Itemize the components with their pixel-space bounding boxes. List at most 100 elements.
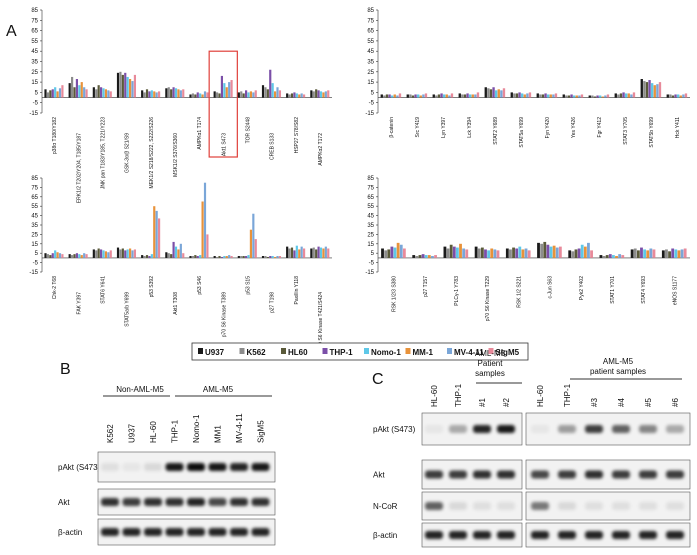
row-label: β-actin	[373, 531, 397, 540]
bar	[97, 248, 100, 258]
bar	[458, 93, 461, 98]
bar	[437, 94, 441, 98]
blot-band	[449, 425, 467, 433]
blot-band	[558, 425, 576, 433]
group-label: AML-M5	[203, 385, 234, 394]
bar	[476, 92, 480, 98]
bar	[449, 244, 453, 258]
row-label: pAkt (S473)	[373, 425, 416, 434]
lane-label: HL-60	[149, 421, 158, 443]
bar	[523, 94, 526, 98]
bar	[541, 94, 545, 98]
bar	[419, 95, 422, 98]
bar	[252, 213, 255, 258]
bar	[443, 94, 446, 98]
bar	[266, 256, 269, 258]
blot-band	[251, 498, 270, 506]
bar	[327, 90, 330, 98]
lane-label: THP-1	[454, 383, 463, 407]
bar	[509, 249, 512, 258]
bar	[278, 256, 282, 258]
x-tick-label: p27 T198	[270, 292, 276, 313]
group-label: AML-M5	[475, 349, 506, 358]
bar	[104, 251, 108, 258]
bar	[165, 252, 168, 258]
bar	[206, 92, 209, 98]
lane-label: U937	[128, 423, 137, 443]
x-tick-label: STAT5b Y699	[649, 117, 655, 148]
bar	[665, 249, 668, 258]
blot-band	[531, 425, 549, 433]
bar	[203, 91, 207, 98]
bar	[133, 74, 137, 98]
bar	[606, 94, 610, 98]
bar	[206, 234, 209, 258]
bar	[182, 253, 185, 258]
x-tick-label: p38α T180/Y182	[52, 117, 58, 154]
bar	[615, 256, 618, 258]
y-tick-label: 55	[367, 204, 374, 210]
bar	[627, 93, 630, 98]
bar	[124, 250, 127, 258]
blot-band	[144, 498, 162, 506]
blot-band	[230, 463, 248, 471]
bar	[119, 71, 122, 98]
y-tick-label: 75	[367, 185, 374, 191]
bar	[179, 243, 182, 258]
row-label: Akt	[58, 498, 70, 507]
bar	[435, 95, 438, 98]
bar	[78, 254, 81, 258]
x-tick-label: GSK-3α/β S21/S9	[125, 133, 131, 173]
bar	[515, 248, 519, 258]
bar	[465, 249, 469, 258]
bar	[601, 96, 604, 98]
bar	[216, 92, 219, 98]
bar	[54, 250, 57, 258]
bar	[469, 94, 472, 98]
bar	[459, 243, 462, 258]
bar	[399, 244, 403, 258]
bar	[322, 248, 325, 258]
x-tick-label: p70 S6 Kinase T389	[221, 292, 227, 337]
bar	[100, 87, 103, 98]
bar	[414, 94, 417, 98]
bar	[298, 249, 301, 258]
x-tick-label: p53 S46	[197, 276, 203, 295]
bar	[528, 92, 532, 98]
y-tick-label: 25	[31, 232, 38, 238]
bar	[242, 93, 245, 98]
legend-swatch	[239, 348, 245, 354]
group-label: Non-AML-M5	[116, 385, 164, 394]
x-tick-label: FAK Y397	[76, 292, 82, 315]
bar	[264, 256, 267, 258]
legend-label: K562	[247, 348, 267, 357]
legend-swatch	[447, 348, 452, 354]
row-label: N-CoR	[373, 502, 398, 511]
bar	[295, 245, 298, 258]
bar	[223, 83, 226, 98]
bar	[614, 93, 617, 98]
y-tick-label: 5	[35, 251, 39, 257]
bar	[495, 90, 498, 98]
bar	[225, 87, 228, 98]
bar	[216, 256, 219, 258]
y-tick-label: 25	[367, 70, 374, 76]
legend-swatch	[281, 348, 286, 354]
blot-band	[230, 498, 248, 506]
bar	[49, 90, 52, 98]
bar	[170, 89, 173, 98]
bar	[668, 251, 671, 258]
bar	[213, 256, 216, 258]
bar	[121, 248, 124, 258]
legend-label: MV-4-11	[454, 348, 484, 357]
bar	[422, 94, 425, 98]
y-tick-label: -15	[29, 270, 38, 276]
bar	[242, 256, 245, 258]
legend-label: HL60	[288, 348, 308, 357]
bar	[107, 252, 110, 258]
bar	[434, 255, 437, 258]
y-tick-label: 35	[31, 223, 38, 229]
bar	[484, 87, 487, 98]
blot-band	[639, 502, 657, 510]
y-tick-label: -5	[33, 101, 39, 107]
